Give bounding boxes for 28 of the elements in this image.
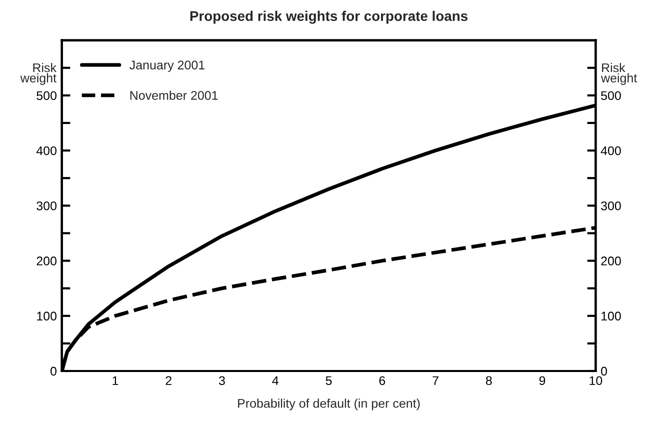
x-tick-label: 5 <box>326 376 332 386</box>
x-tick-label: 2 <box>166 376 172 385</box>
x-tick-label: 1 <box>112 376 118 385</box>
y2-tick-label: 300 <box>601 201 621 210</box>
y-tick-label: 300 <box>36 201 56 210</box>
x-tick-label: 6 <box>379 376 386 386</box>
x-tick-label: 7 <box>432 376 438 385</box>
x-tick-label: 10 <box>590 376 602 386</box>
y-axis-title: Risk weight <box>20 62 57 85</box>
y2-axis-title: Risk weight <box>600 62 638 85</box>
x-tick-label: 3 <box>218 376 225 386</box>
y2-tick-label: 0 <box>601 366 607 376</box>
legend-label: January 2001 <box>130 60 204 72</box>
y2-tick-label: 100 <box>601 312 621 321</box>
x-tick-label: 4 <box>272 376 278 385</box>
y-tick-label: 200 <box>36 256 56 266</box>
y-tick-label: 0 <box>50 366 56 376</box>
y2-tick-label: 500 <box>601 91 621 100</box>
y2-tick-label: 400 <box>600 146 621 156</box>
chart-title: Proposed risk weights for corporate loans <box>190 10 468 24</box>
y2-tick-label: 200 <box>601 256 621 266</box>
y-tick-label: 400 <box>36 146 56 156</box>
y-tick-label: 500 <box>36 91 56 100</box>
legend-label: November 2001 <box>130 90 218 100</box>
x-axis-title: Probability of default (in per cent) <box>238 398 420 410</box>
x-tick-label: 9 <box>539 376 546 386</box>
x-tick-label: 8 <box>486 376 492 386</box>
y-tick-label: 100 <box>37 312 56 321</box>
